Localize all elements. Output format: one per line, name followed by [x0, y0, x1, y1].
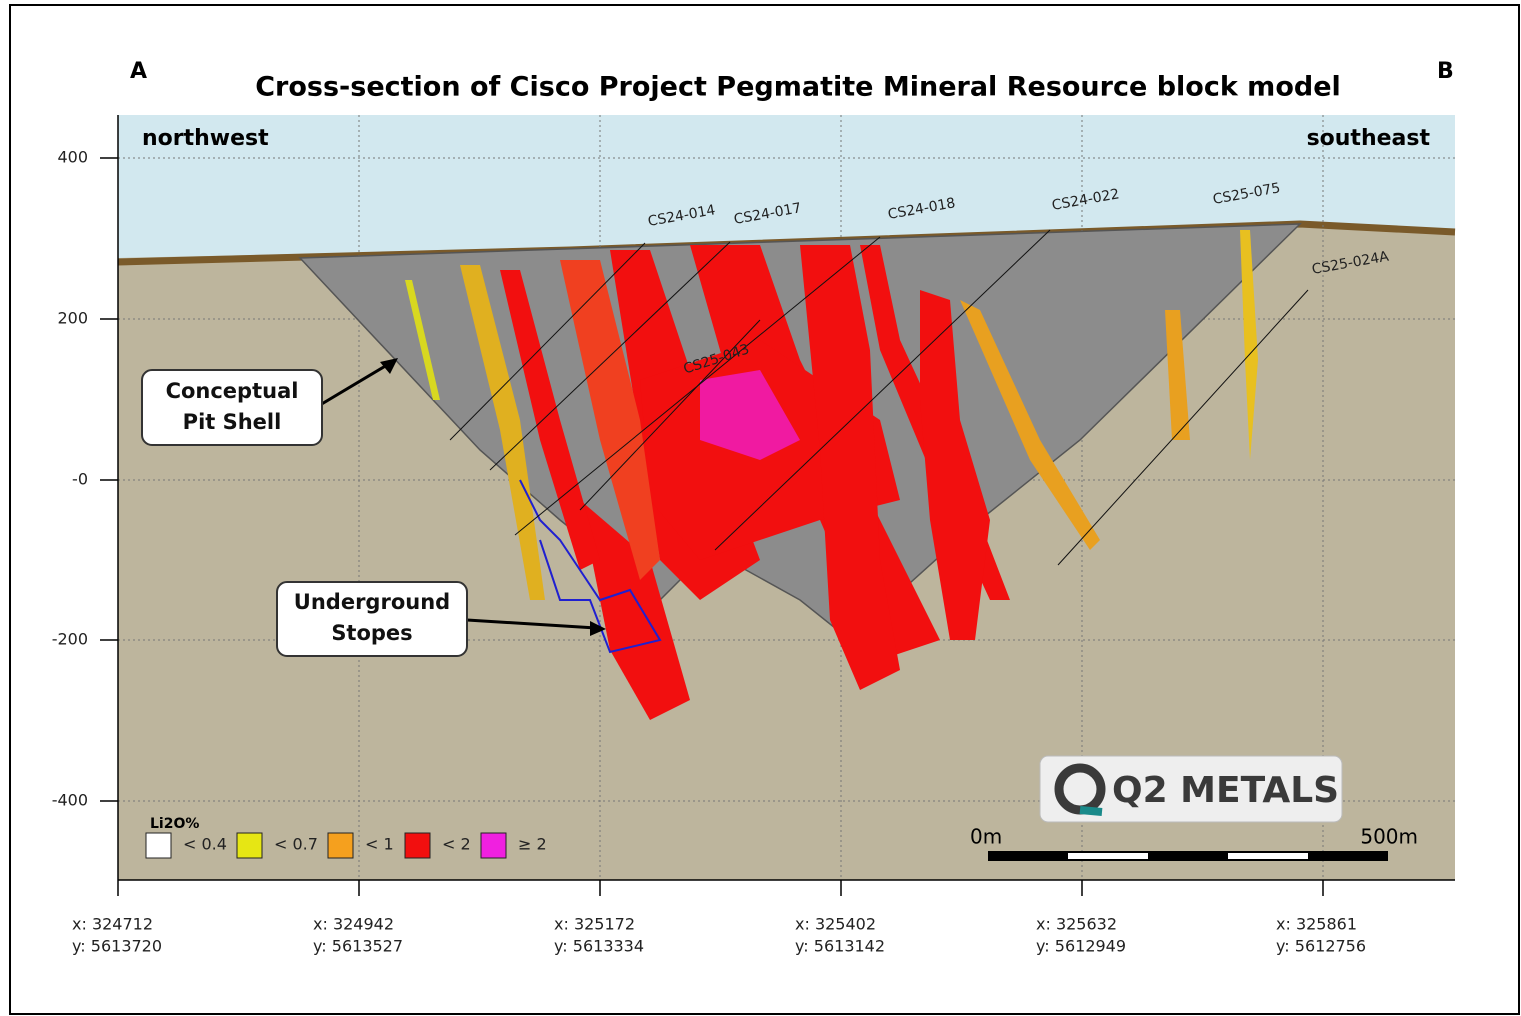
x-tick-label: y: 5613142 [795, 937, 885, 956]
x-tick-label: y: 5613527 [313, 937, 403, 956]
direction-label: southeast [1307, 126, 1431, 151]
stopes-outline [519, 479, 662, 654]
x-tick-label: y: 5612756 [1276, 937, 1366, 956]
x-tick-label: y: 5613720 [72, 937, 162, 956]
legend-label: < 1 [365, 835, 394, 854]
logo-text: Q2 METALS [1112, 770, 1339, 811]
legend-label: < 0.4 [183, 835, 227, 854]
drill-traces [449, 229, 1309, 566]
x-tick-label: y: 5612949 [1036, 937, 1126, 956]
sky [118, 115, 1455, 258]
scale-label: 500m [1360, 825, 1418, 849]
x-axis: x: 324712 y: 5613720 x: 324942 y: 561352… [72, 915, 1366, 956]
corner-label: B [1437, 59, 1454, 84]
legend-label: ≥ 2 [518, 835, 547, 854]
callout-text: Conceptual [166, 379, 299, 403]
direction-label: northwest [142, 126, 269, 151]
y-axis: 400 200 -0 -200 -400 [52, 148, 88, 810]
corner-label: A [130, 59, 147, 84]
y-tick-label: -400 [52, 791, 88, 810]
x-tick-label: x: 325402 [795, 915, 876, 934]
callout-text: Stopes [331, 621, 412, 645]
callout: Underground Stopes [276, 581, 606, 657]
logo: Q2 METALS [1039, 755, 1343, 823]
callout-text: Underground [294, 590, 450, 614]
x-tick-label: y: 5613334 [554, 937, 644, 956]
pegmatite-bodies [405, 230, 1258, 720]
x-tick-label: x: 325172 [554, 915, 635, 934]
legend-label: < 2 [442, 835, 471, 854]
scale-label: 0m [970, 825, 1002, 849]
x-tick-label: x: 324712 [72, 915, 153, 934]
legend-label: < 0.7 [274, 835, 318, 854]
y-tick-label: -200 [52, 630, 88, 649]
x-tick-label: x: 324942 [313, 915, 394, 934]
y-tick-label: 200 [57, 309, 88, 328]
callout-text: Pit Shell [183, 410, 282, 434]
title: Cross-section of Cisco Project Pegmatite… [255, 72, 1341, 103]
y-tick-label: 400 [57, 148, 88, 167]
legend: Li2O% < 0.4 < 0.7 < 1 < 2 ≥ 2 [145, 816, 547, 859]
x-tick-label: x: 325861 [1276, 915, 1357, 934]
callout: Conceptual Pit Shell [141, 358, 398, 446]
axes [100, 115, 1455, 896]
x-tick-label: x: 325632 [1036, 915, 1117, 934]
legend-title: Li2O% [150, 816, 199, 832]
scale-bar: 0m 500m [970, 825, 1418, 861]
y-tick-label: -0 [72, 470, 88, 489]
